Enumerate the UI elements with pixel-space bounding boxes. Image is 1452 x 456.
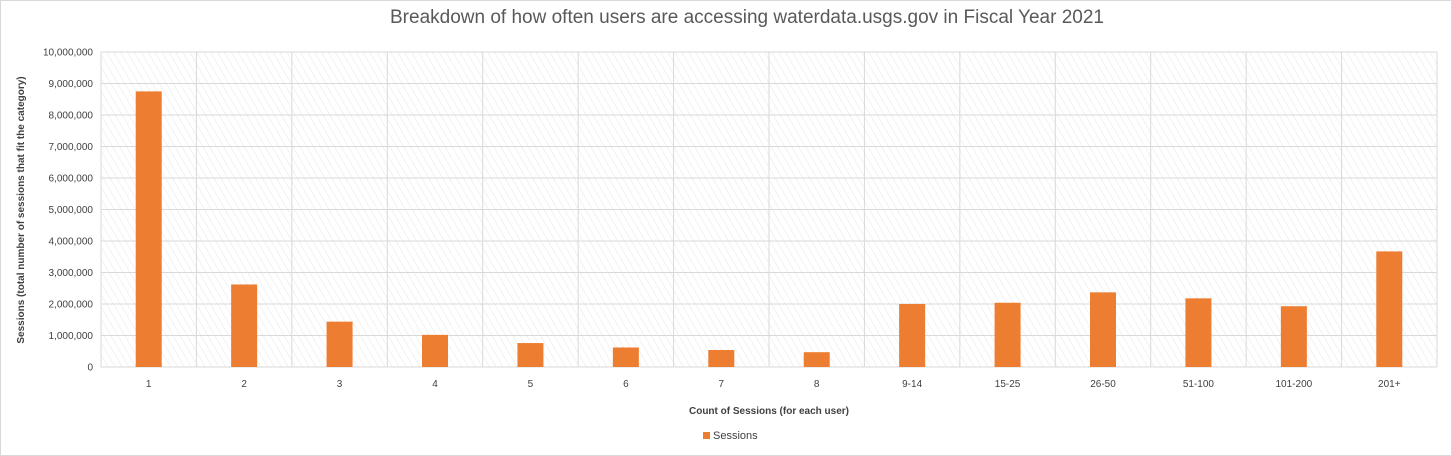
y-tick-label: 2,000,000 [49,300,94,311]
x-tick-label: 2 [241,379,247,390]
y-tick-label: 6,000,000 [49,174,94,185]
y-tick-label: 1,000,000 [49,331,94,342]
legend-label: Sessions [713,430,758,442]
bar [803,352,830,367]
legend-swatch [703,432,710,439]
x-tick-label: 1 [146,379,152,390]
x-tick-label: 8 [814,379,820,390]
bar [326,321,353,367]
gridlines [100,51,1438,368]
bar [135,91,162,367]
y-tick-label: 4,000,000 [49,237,94,248]
y-axis-ticks: 0 1,000,000 2,000,000 3,000,000 4,000,000 5,0… [43,48,94,374]
bar [899,304,926,367]
x-axis-ticks: 1 2 3 4 5 6 7 8 9-14 15-25 26-50 51-100 101-200 201+ [146,379,1401,390]
x-tick-label: 51-100 [1183,379,1215,390]
bar [1185,298,1212,367]
bar [1090,292,1116,367]
y-tick-label: 10,000,000 [43,48,93,59]
bar [1280,306,1307,367]
y-tick-label: 3,000,000 [49,268,94,279]
x-tick-label: 9-14 [902,379,922,390]
x-tick-label: 3 [337,379,343,390]
bar [422,334,448,367]
chart-title: Breakdown of how often users are accessi… [390,7,1104,28]
x-tick-label: 26-50 [1090,379,1116,390]
bar [612,347,639,367]
x-tick-label: 5 [528,379,534,390]
bars [135,91,1403,367]
x-axis-title: Count of Sessions (for each user) [689,406,849,417]
bar [994,302,1021,367]
y-tick-label: 5,000,000 [49,205,94,216]
bar [231,284,258,367]
y-axis-title: Sessions (total number of sessions that … [16,76,27,343]
bar [1376,251,1403,367]
bar [517,343,544,367]
y-tick-label: 0 [87,363,93,374]
y-tick-label: 9,000,000 [49,79,94,90]
y-tick-label: 7,000,000 [49,142,94,153]
x-tick-label: 15-25 [995,379,1021,390]
x-tick-label: 6 [623,379,629,390]
x-tick-label: 201+ [1378,379,1401,390]
x-tick-label: 7 [719,379,725,390]
legend: Sessions [703,430,758,442]
y-tick-label: 8,000,000 [49,111,94,122]
x-tick-label: 101-200 [1276,379,1313,390]
bar [708,349,735,367]
x-tick-label: 4 [432,379,438,390]
